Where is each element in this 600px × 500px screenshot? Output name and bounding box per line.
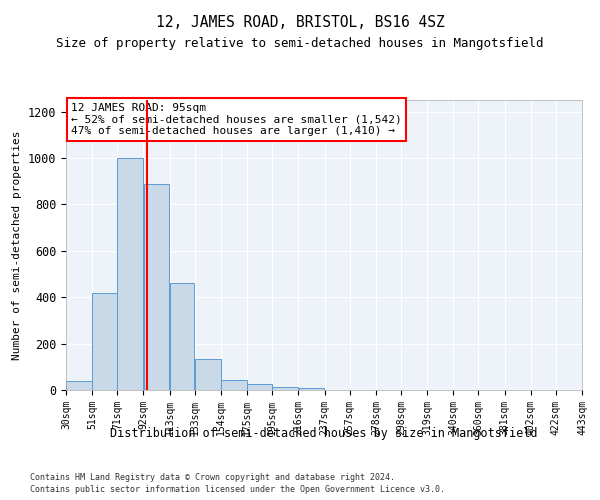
Text: Contains public sector information licensed under the Open Government Licence v3: Contains public sector information licen… bbox=[30, 485, 445, 494]
Bar bbox=[92, 292, 117, 390]
Bar bbox=[221, 380, 247, 390]
Text: 12, JAMES ROAD, BRISTOL, BS16 4SZ: 12, JAMES ROAD, BRISTOL, BS16 4SZ bbox=[155, 15, 445, 30]
Bar bbox=[299, 388, 325, 390]
Text: Contains HM Land Registry data © Crown copyright and database right 2024.: Contains HM Land Registry data © Crown c… bbox=[30, 472, 395, 482]
Text: Distribution of semi-detached houses by size in Mangotsfield: Distribution of semi-detached houses by … bbox=[110, 428, 538, 440]
Bar bbox=[247, 384, 272, 390]
Y-axis label: Number of semi-detached properties: Number of semi-detached properties bbox=[12, 130, 22, 360]
Bar bbox=[195, 358, 221, 390]
Bar bbox=[272, 386, 298, 390]
Text: 12 JAMES ROAD: 95sqm
← 52% of semi-detached houses are smaller (1,542)
47% of se: 12 JAMES ROAD: 95sqm ← 52% of semi-detac… bbox=[71, 103, 402, 136]
Text: Size of property relative to semi-detached houses in Mangotsfield: Size of property relative to semi-detach… bbox=[56, 38, 544, 51]
Bar bbox=[170, 284, 194, 390]
Bar bbox=[144, 184, 169, 390]
Bar bbox=[118, 158, 143, 390]
Bar bbox=[66, 380, 92, 390]
